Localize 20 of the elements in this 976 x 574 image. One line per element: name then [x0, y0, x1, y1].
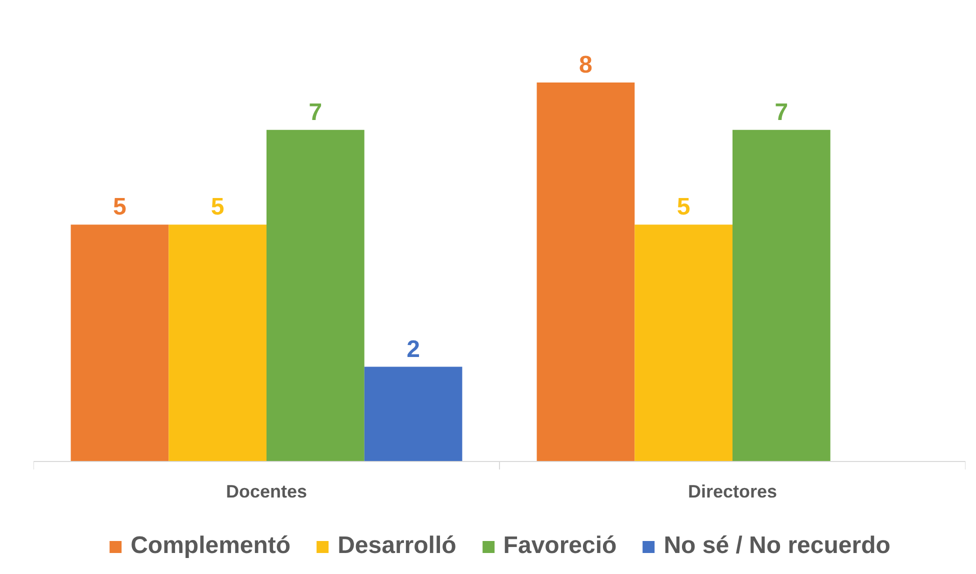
legend-label: Complementó — [130, 532, 291, 560]
data-label: 5 — [676, 194, 690, 221]
data-label: 7 — [308, 98, 322, 126]
x-tick-label: Directores — [688, 482, 778, 502]
bar — [266, 130, 364, 462]
legend-label: Favoreció — [503, 532, 617, 560]
bar — [364, 366, 462, 462]
bar — [70, 224, 169, 462]
data-label: 5 — [113, 194, 126, 221]
data-label: 8 — [579, 52, 592, 78]
bar — [536, 82, 635, 462]
x-tick-label: Docentes — [226, 482, 308, 502]
data-label: 2 — [406, 336, 420, 363]
legend-label: Desarrolló — [338, 532, 456, 560]
bar — [168, 224, 266, 462]
bar — [732, 130, 830, 462]
data-label: 5 — [210, 194, 224, 221]
legend-label: No sé / No recuerdo — [664, 532, 890, 560]
bar — [634, 224, 732, 462]
data-label: 7 — [774, 98, 788, 126]
